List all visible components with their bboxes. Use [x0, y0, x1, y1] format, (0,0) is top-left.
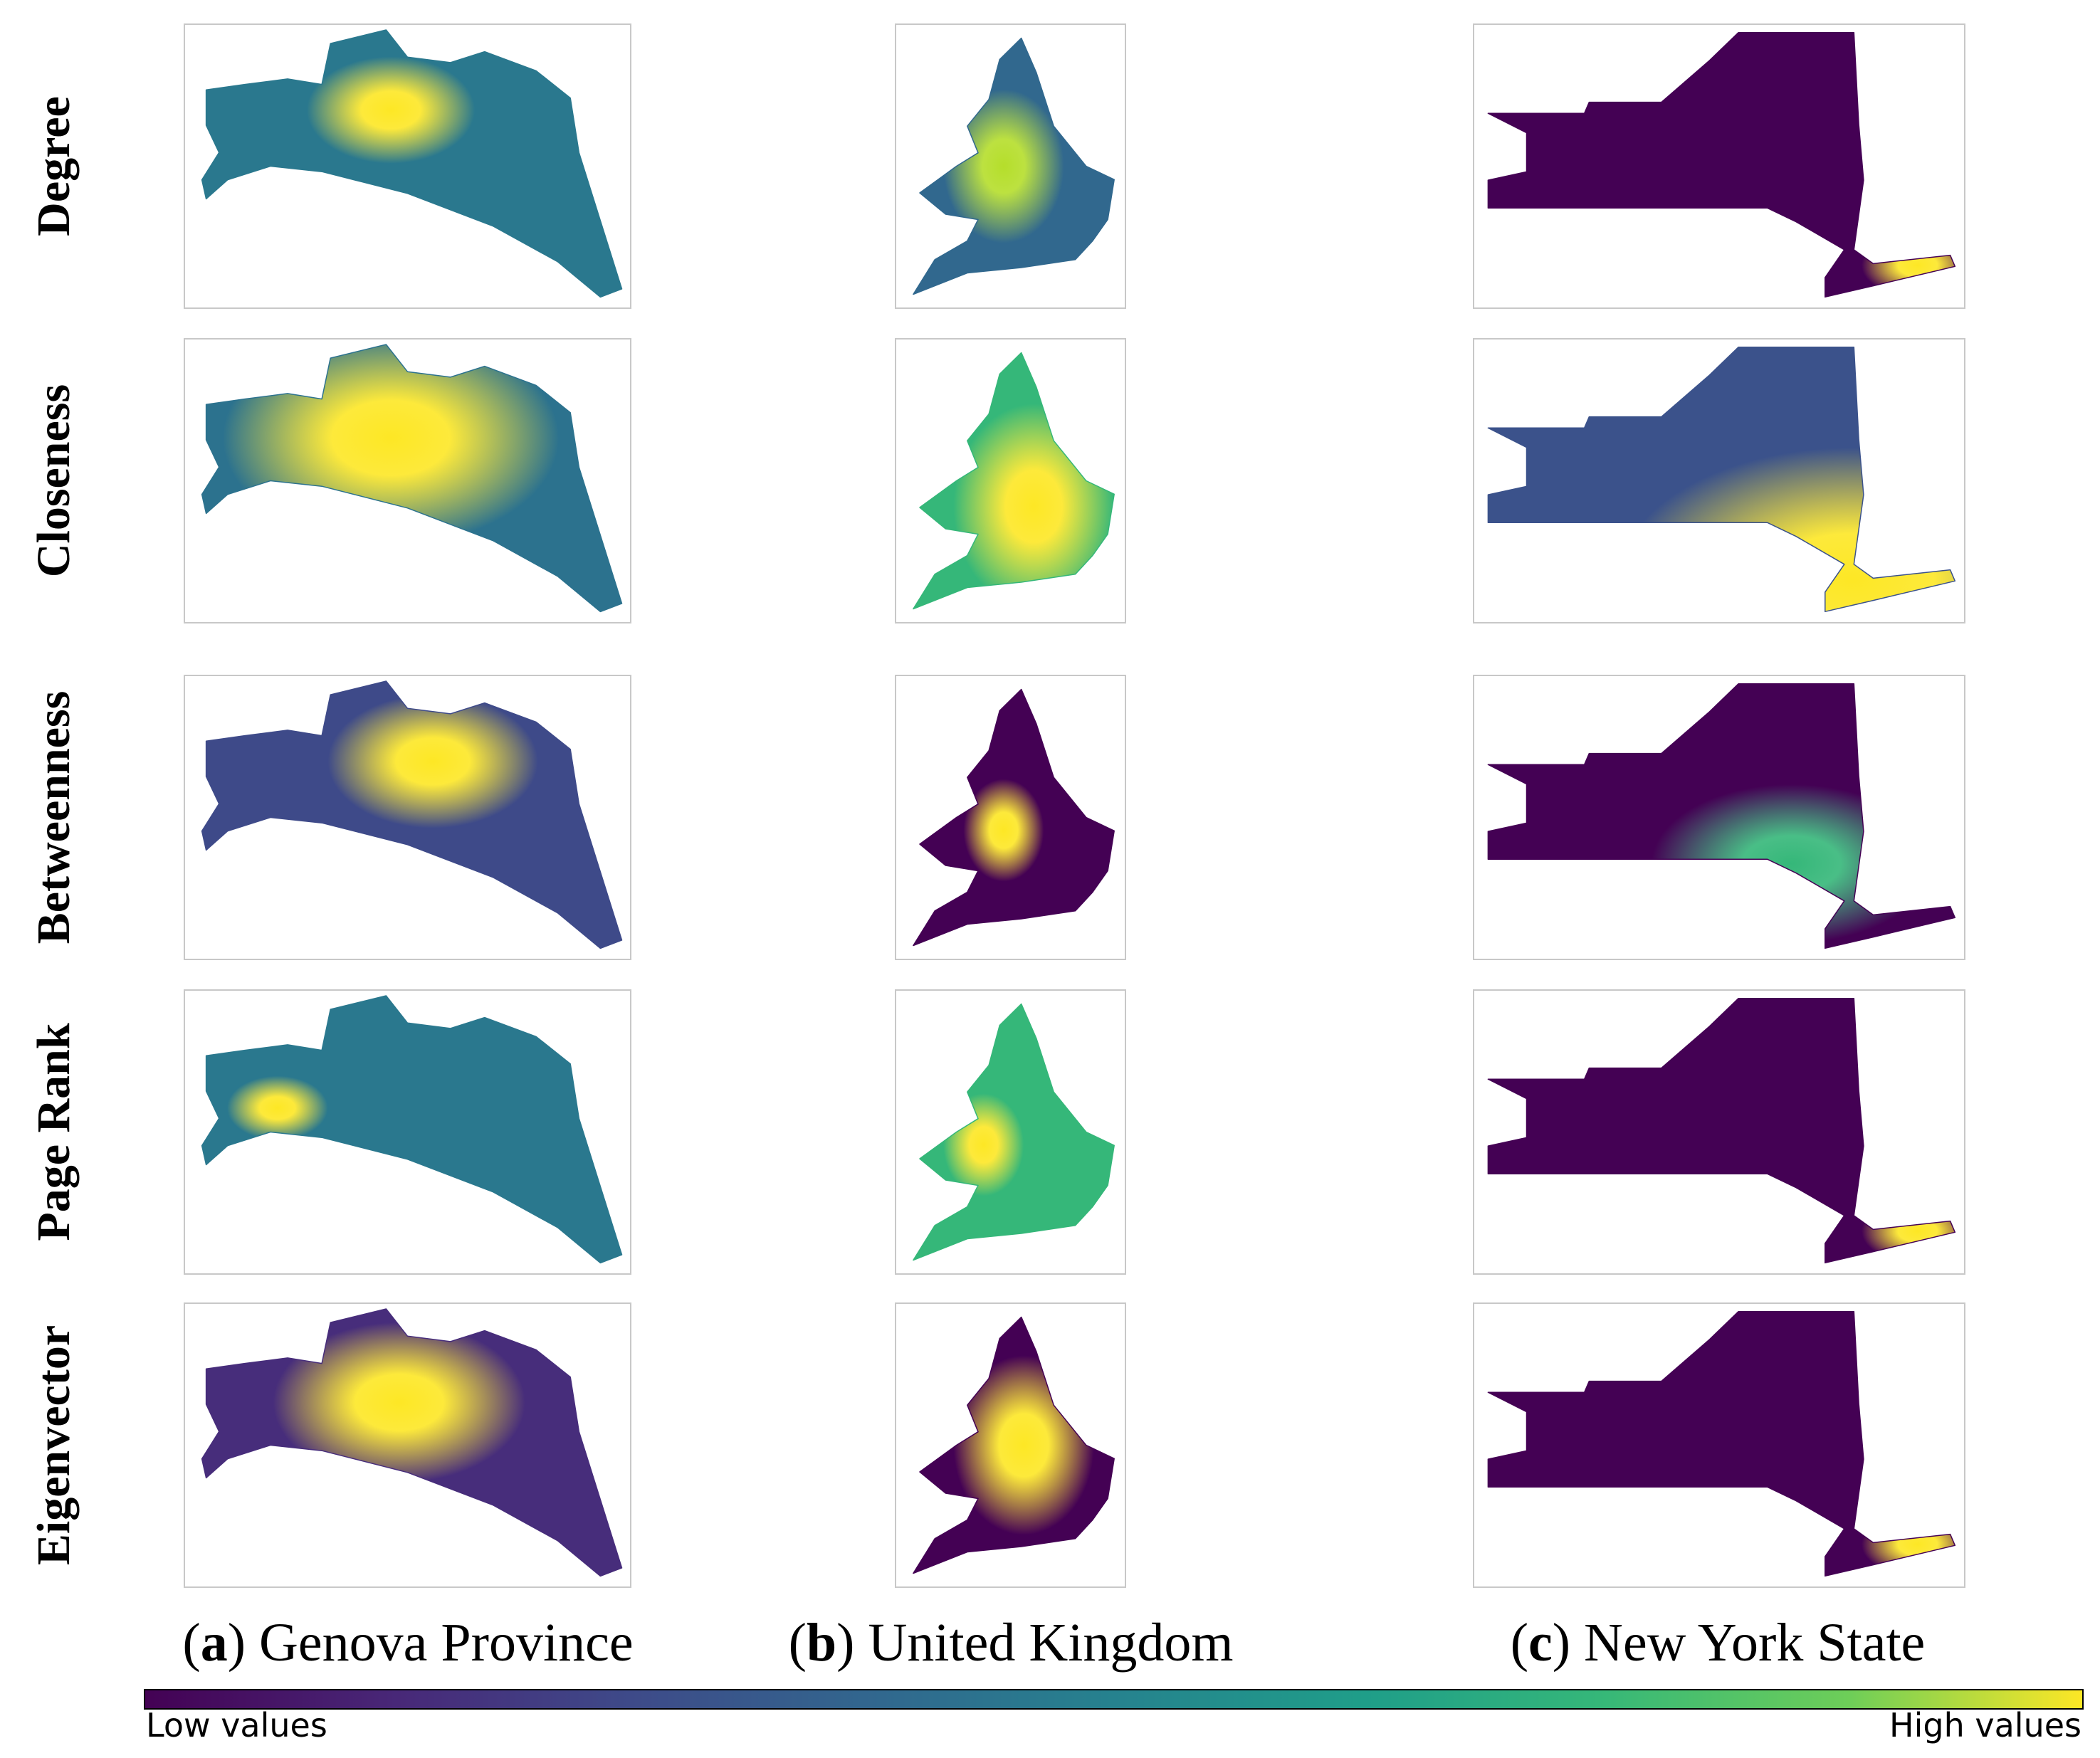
row-label: Eigenvector — [28, 1325, 80, 1565]
map-region — [1487, 347, 1956, 613]
colorbar-low-label: Low values — [146, 1706, 327, 1744]
row-label: Page Rank — [28, 1023, 80, 1241]
map-panel — [1473, 338, 1965, 623]
map-panel — [895, 338, 1126, 623]
map-panel — [1473, 675, 1965, 960]
map-panel — [895, 23, 1126, 309]
row-label: Betweenness — [28, 691, 80, 944]
map-region — [913, 1316, 1115, 1574]
map-panel — [1473, 989, 1965, 1275]
map-panel — [184, 1302, 631, 1588]
map-region — [201, 680, 623, 949]
column-caption: (b) United Kingdom — [789, 1613, 1234, 1673]
map-panel — [895, 1302, 1126, 1588]
map-panel — [184, 338, 631, 623]
map-region — [201, 344, 623, 613]
captions: (a) Genova Province (b) United Kingdom (… — [182, 1613, 1925, 1673]
map-region — [201, 995, 623, 1264]
map-region — [201, 29, 623, 298]
column-caption: (a) Genova Province — [182, 1613, 633, 1673]
row-label: Degree — [28, 96, 80, 236]
map-panel — [1473, 23, 1965, 309]
map-panel — [1473, 1302, 1965, 1588]
map-region — [1487, 998, 1956, 1264]
colorbar-high-label: High values — [1889, 1706, 2081, 1744]
colorbar — [144, 1689, 2084, 1710]
map-region — [913, 37, 1115, 295]
column-caption: (c) New York State — [1511, 1613, 1926, 1673]
row-label: Closeness — [28, 384, 80, 577]
map-panel — [184, 23, 631, 309]
map-region — [201, 1308, 623, 1577]
map-region — [913, 688, 1115, 947]
map-panel — [184, 675, 631, 960]
map-region — [1487, 683, 1956, 949]
map-region — [913, 1003, 1115, 1261]
map-region — [913, 352, 1115, 610]
map-panel — [184, 989, 631, 1275]
map-region — [1487, 32, 1956, 298]
map-panel — [895, 675, 1126, 960]
map-panel — [895, 989, 1126, 1275]
map-region — [1487, 1311, 1956, 1577]
